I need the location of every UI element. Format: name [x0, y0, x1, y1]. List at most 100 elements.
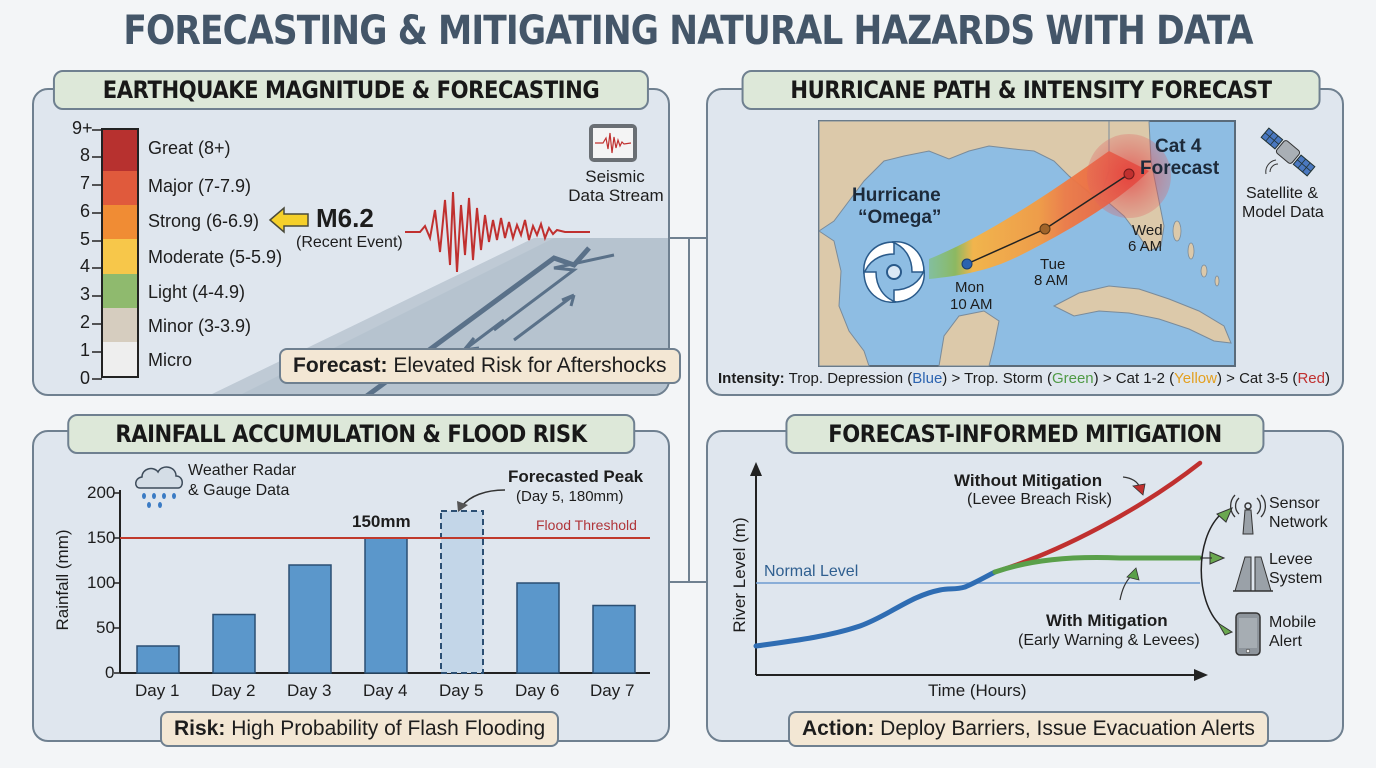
callout-label: Forecast: — [293, 354, 388, 377]
legend-color-green: Green — [1051, 370, 1094, 387]
xtick-day5: Day 5 — [439, 681, 484, 700]
scale-band-major — [103, 171, 137, 206]
tool-mobile-line1: Mobile — [1269, 614, 1317, 631]
ytick-0: 0 — [105, 663, 115, 682]
tool-sensor-line2: Network — [1269, 514, 1328, 531]
scale-tick-marks — [92, 129, 102, 380]
legend-color-red: Red — [1297, 370, 1325, 387]
tool-levee-line2: System — [1269, 570, 1323, 587]
satellite-icon — [1260, 127, 1316, 177]
rainfall-ylabel: Rainfall (mm) — [53, 529, 72, 631]
xtick-day3: Day 3 — [287, 681, 332, 700]
legend-item-cat35: Cat 3-5 — [1239, 370, 1289, 387]
scale-tick: 0 — [80, 368, 91, 388]
connector-line — [670, 581, 710, 583]
legend-item-cat12: Cat 1-2 — [1115, 370, 1165, 387]
forecast-label-line2: Forecast — [1140, 158, 1220, 179]
with-mitigation-title: With Mitigation — [1046, 611, 1168, 630]
track-point-wed-day: Wed — [1132, 222, 1163, 239]
ytick-100: 100 — [87, 573, 116, 592]
satellite-source-line2: Model Data — [1242, 204, 1324, 221]
callout-label: Risk: — [174, 717, 226, 740]
track-point-tue-time: 8 AM — [1034, 272, 1069, 289]
scale-tick: 8 — [80, 145, 91, 165]
scale-band-light — [103, 273, 137, 308]
connector-line — [670, 237, 710, 239]
tool-mobile-line2: Alert — [1269, 633, 1302, 650]
without-mitigation-title: Without Mitigation — [954, 471, 1103, 490]
ytick-50: 50 — [96, 618, 115, 637]
track-point-tue-day: Tue — [1040, 256, 1066, 273]
rainfall-risk-callout: Risk: High Probability of Flash Flooding — [160, 711, 560, 747]
legend-item-ts: Trop. Storm — [964, 370, 1043, 387]
seismic-wave-graphic — [405, 191, 590, 273]
arrow-left-icon — [268, 206, 309, 234]
mitigation-heading: FORECAST-INFORMED MITIGATION — [785, 414, 1265, 454]
scale-band-moderate — [103, 239, 137, 274]
track-point-mon-time: 10 AM — [950, 296, 993, 313]
hurricane-icon — [863, 241, 925, 303]
earthquake-heading: EARTHQUAKE MAGNITUDE & FORECASTING — [52, 70, 650, 110]
legend-separator: > — [951, 370, 961, 387]
scale-tick: 1 — [80, 340, 91, 360]
radar-source-line1: Weather Radar — [188, 462, 297, 479]
scale-tick: 4 — [80, 256, 91, 276]
scale-band-strong — [103, 205, 137, 240]
scale-band-micro — [103, 341, 137, 377]
page-title: FORECASTING & MITIGATING NATURAL HAZARDS… — [123, 8, 1253, 54]
track-point-wed-time: 6 AM — [1128, 238, 1163, 255]
sensor-tower-icon — [1229, 494, 1267, 535]
xtick-day4: Day 4 — [363, 681, 408, 700]
event-note: (Recent Event) — [296, 234, 403, 251]
with-mitigation-note: (Early Warning & Levees) — [1018, 632, 1200, 649]
level-label-micro: Micro — [148, 350, 192, 370]
callout-text: Elevated Risk for Aftershocks — [393, 354, 667, 377]
callout-text: High Probability of Flash Flooding — [231, 717, 546, 740]
scale-tick: 3 — [80, 284, 91, 304]
threshold-label: Flood Threshold — [536, 517, 637, 533]
level-label-major: Major (7-7.9) — [148, 176, 252, 196]
scale-tick: 2 — [80, 312, 91, 332]
level-label-strong: Strong (6-6.9) — [148, 211, 260, 231]
normal-level-label: Normal Level — [764, 563, 859, 580]
without-mitigation-note: (Levee Breach Risk) — [967, 491, 1112, 508]
level-label-great: Great (8+) — [148, 138, 231, 158]
seismic-source-line2: Data Stream — [568, 186, 664, 205]
tool-sensor-line1: Sensor — [1269, 495, 1320, 512]
scale-band-minor — [103, 307, 137, 342]
level-label-moderate: Moderate (5-5.9) — [148, 247, 283, 267]
legend-item-td: Trop. Depression — [788, 370, 904, 387]
ytick-200: 200 — [87, 483, 116, 502]
seismic-source-line1: Seismic — [585, 167, 645, 186]
peak-note: (Day 5, 180mm) — [516, 488, 624, 505]
xtick-day1: Day 1 — [135, 681, 180, 700]
track-point-mon-day: Mon — [955, 279, 985, 296]
tool-levee-line1: Levee — [1269, 551, 1313, 568]
hurricane-map — [818, 120, 1236, 367]
magnitude-scale — [101, 128, 139, 378]
satellite-source-line1: Satellite & — [1246, 185, 1319, 202]
scale-band-great — [103, 130, 137, 171]
peak-title: Forecasted Peak — [508, 467, 644, 486]
mobile-phone-icon — [1235, 612, 1261, 656]
xlabel-time: Time (Hours) — [928, 681, 1027, 700]
scale-tick: 5 — [80, 229, 91, 249]
hurricane-heading: HURRICANE PATH & INTENSITY FORECAST — [741, 70, 1321, 110]
xtick-day7: Day 7 — [590, 681, 635, 700]
levee-icon — [1233, 556, 1273, 592]
rainfall-chart — [114, 489, 650, 674]
xtick-day6: Day 6 — [515, 681, 560, 700]
rain-cloud-icon — [135, 466, 183, 508]
rainfall-heading: RAINFALL ACCUMULATION & FLOOD RISK — [67, 414, 635, 454]
scale-tick: 9+ — [72, 118, 93, 138]
river-level-chart — [750, 460, 1234, 681]
legend-separator: > — [1102, 370, 1112, 387]
scale-tick: 7 — [80, 173, 91, 193]
forecast-label-line1: Cat 4 — [1155, 136, 1202, 157]
event-magnitude: M6.2 — [316, 203, 374, 233]
river-ylabel: River Level (m) — [730, 517, 749, 633]
day4-bar-label: 150mm — [352, 512, 411, 531]
xtick-day2: Day 2 — [211, 681, 256, 700]
callout-label: Action: — [802, 717, 875, 740]
seismograph-icon — [589, 124, 637, 162]
